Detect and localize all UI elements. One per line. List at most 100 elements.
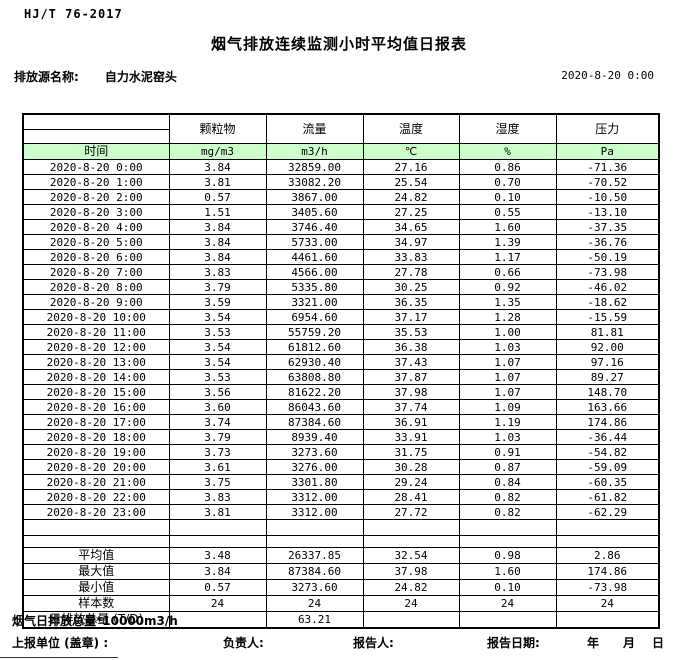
time-cell: 2020-8-20 23:00: [22, 504, 170, 520]
time-header: 时间: [22, 143, 170, 160]
value-cell: -62.29: [555, 504, 660, 520]
source-label: 排放源名称:: [14, 70, 79, 84]
value-cell: 3276.00: [265, 459, 364, 475]
value-cell: 0.84: [458, 474, 557, 490]
value-cell: 3.48: [168, 547, 267, 564]
value-cell: -71.36: [555, 159, 660, 175]
table-row: 2020-8-20 2:00 0.57 3867.00 24.82 0.10 -10.50: [22, 189, 660, 205]
time-cell: 2020-8-20 4:00: [22, 219, 170, 235]
hourly-average-table: 颗粒物 流量 温度 湿度 压力 时间 mg/m3 m3/h ℃ % Pa 202…: [22, 113, 660, 629]
value-cell: 3.74: [168, 414, 267, 430]
value-cell: 3.53: [168, 324, 267, 340]
value-cell: -37.35: [555, 219, 660, 235]
report-unit-label: 上报单位 (盖章) :: [12, 636, 109, 650]
table-row: 2020-8-20 15:00 3.56 81622.20 37.98 1.07 148.…: [22, 384, 660, 400]
value-cell: 174.86: [555, 563, 660, 580]
value-cell: 0.98: [458, 547, 557, 564]
empty-header-cell: [22, 113, 170, 130]
value-cell: 29.24: [362, 474, 460, 490]
value-cell: 27.72: [362, 504, 460, 520]
value-cell: 3.83: [168, 264, 267, 280]
summary-row: 平均值 3.48 26337.85 32.54 0.98 2.86: [22, 547, 660, 564]
time-cell: 2020-8-20 2:00: [22, 189, 170, 205]
table-row: 2020-8-20 19:00 3.73 3273.60 31.75 0.91 -54.8…: [22, 444, 660, 460]
value-cell: 3273.60: [265, 579, 364, 596]
summary-label-cell: 平均值: [22, 547, 170, 564]
time-cell: 2020-8-20 17:00: [22, 414, 170, 430]
value-cell: 24.82: [362, 189, 460, 205]
time-cell: 2020-8-20 12:00: [22, 339, 170, 355]
table-row: 2020-8-20 1:00 3.81 33082.20 25.54 0.70 -70.5…: [22, 174, 660, 190]
value-cell: 27.16: [362, 159, 460, 175]
value-cell: 37.98: [362, 563, 460, 580]
value-cell: 33.91: [362, 429, 460, 445]
time-cell: 2020-8-20 19:00: [22, 444, 170, 460]
value-cell: 32859.00: [265, 159, 364, 175]
value-cell: 34.65: [362, 219, 460, 235]
table-row: 2020-8-20 22:00 3.83 3312.00 28.41 0.82 -61.8…: [22, 489, 660, 505]
value-cell: 3.84: [168, 159, 267, 175]
report-date-label: 报告日期:: [487, 636, 540, 650]
value-cell: 0.86: [458, 159, 557, 175]
table-row: 2020-8-20 13:00 3.54 62930.40 37.43 1.07 97.1…: [22, 354, 660, 370]
value-cell: 81622.20: [265, 384, 364, 400]
table-row: 2020-8-20 11:00 3.53 55759.20 35.53 1.00 81.8…: [22, 324, 660, 340]
month-label: 月: [623, 636, 636, 650]
value-cell: 3.79: [168, 429, 267, 445]
value-cell: 1.19: [458, 414, 557, 430]
column-header-pressure: 压力: [555, 113, 660, 144]
column-header-temperature: 温度: [362, 113, 460, 144]
summary-row: 最小值 0.57 3273.60 24.82 0.10 -73.98: [22, 579, 660, 596]
table-row: 2020-8-20 5:00 3.84 5733.00 34.97 1.39 -36.76: [22, 234, 660, 250]
value-cell: -46.02: [555, 279, 660, 295]
value-cell: 3.81: [168, 174, 267, 190]
table-row: 2020-8-20 10:00 3.54 6954.60 37.17 1.28 -15.5…: [22, 309, 660, 325]
time-cell: 2020-8-20 21:00: [22, 474, 170, 490]
unit-cell: Pa: [555, 143, 660, 160]
table-row: 2020-8-20 0:00 3.84 32859.00 27.16 0.86 -71.3…: [22, 159, 660, 175]
value-cell: 3.54: [168, 309, 267, 325]
report-title: 烟气排放连续监测小时平均值日报表: [210, 35, 467, 53]
value-cell: 1.39: [458, 234, 557, 250]
table-row: 2020-8-20 21:00 3.75 3301.80 29.24 0.84 -60.3…: [22, 474, 660, 490]
value-cell: 25.54: [362, 174, 460, 190]
value-cell: -73.98: [555, 264, 660, 280]
value-cell: [168, 611, 267, 629]
value-cell: 92.00: [555, 339, 660, 355]
table-row: 2020-8-20 3:00 1.51 3405.60 27.25 0.55 -13.10: [22, 204, 660, 220]
value-cell: 0.57: [168, 189, 267, 205]
value-cell: 36.91: [362, 414, 460, 430]
table-row: 2020-8-20 20:00 3.61 3276.00 30.28 0.87 -59.0…: [22, 459, 660, 475]
value-cell: [555, 611, 660, 629]
value-cell: 35.53: [362, 324, 460, 340]
value-cell: 3.84: [168, 234, 267, 250]
flow-total-note: 烟气日排放总量*10000m3/h: [12, 614, 178, 628]
value-cell: 37.74: [362, 399, 460, 415]
table-row: 2020-8-20 18:00 3.79 8939.40 33.91 1.03 -36.4…: [22, 429, 660, 445]
unit-row: 时间 mg/m3 m3/h ℃ % Pa: [22, 143, 660, 160]
value-cell: -13.10: [555, 204, 660, 220]
value-cell: 1.28: [458, 309, 557, 325]
table-row: 2020-8-20 6:00 3.84 4461.60 33.83 1.17 -50.19: [22, 249, 660, 265]
value-cell: 0.82: [458, 489, 557, 505]
summary-label-cell: 日排放总量 (T/D): [22, 611, 170, 629]
value-cell: 3.73: [168, 444, 267, 460]
value-cell: 0.55: [458, 204, 557, 220]
value-cell: 1.09: [458, 399, 557, 415]
value-cell: 3.59: [168, 294, 267, 310]
value-cell: 87384.60: [265, 414, 364, 430]
time-cell: 2020-8-20 5:00: [22, 234, 170, 250]
table-row: 2020-8-20 12:00 3.54 61812.60 36.38 1.03 92.0…: [22, 339, 660, 355]
value-cell: 63808.80: [265, 369, 364, 385]
value-cell: 86043.60: [265, 399, 364, 415]
value-cell: 3312.00: [265, 504, 364, 520]
time-cell: 2020-8-20 22:00: [22, 489, 170, 505]
value-cell: 24: [458, 595, 557, 612]
value-cell: -70.52: [555, 174, 660, 190]
summary-label-cell: 最小值: [22, 579, 170, 596]
value-cell: 3312.00: [265, 489, 364, 505]
value-cell: -73.98: [555, 579, 660, 596]
value-cell: 0.57: [168, 579, 267, 596]
header-row-top: 颗粒物 流量 温度 湿度 压力: [22, 113, 660, 144]
value-cell: -36.76: [555, 234, 660, 250]
